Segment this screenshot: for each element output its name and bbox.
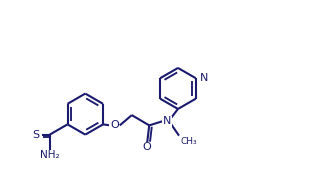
Text: NH₂: NH₂ xyxy=(40,150,60,160)
Text: O: O xyxy=(143,142,151,152)
Text: N: N xyxy=(200,73,208,83)
Text: O: O xyxy=(110,120,119,130)
Text: CH₃: CH₃ xyxy=(180,137,197,146)
Text: N: N xyxy=(162,116,171,126)
Text: S: S xyxy=(32,130,39,140)
